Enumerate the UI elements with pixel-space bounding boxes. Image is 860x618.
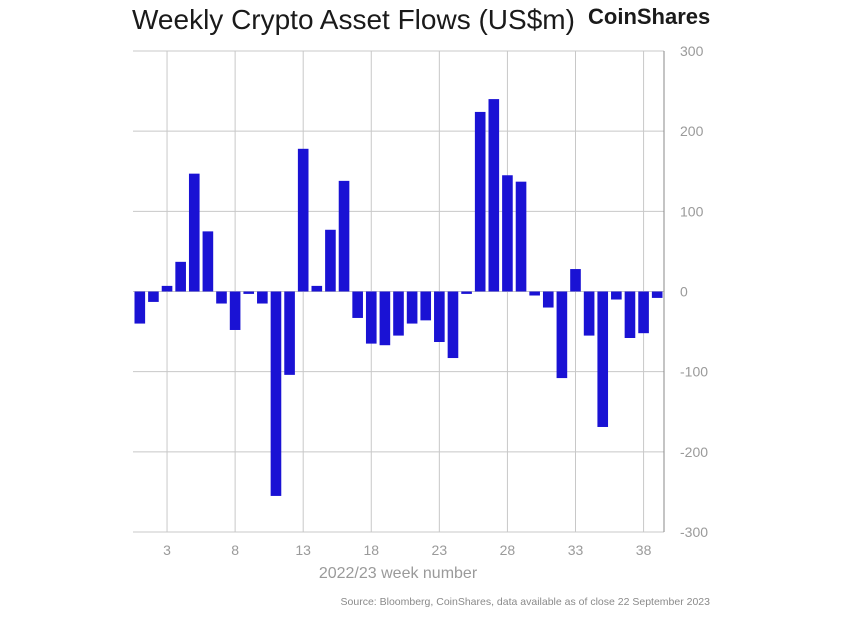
- bar: [542, 291, 554, 308]
- y-tick-label: 300: [680, 43, 704, 59]
- x-tick-label: 3: [163, 542, 171, 558]
- bar: [624, 291, 636, 338]
- bar: [556, 291, 568, 379]
- y-tick-label: 100: [680, 203, 704, 219]
- bar: [148, 291, 159, 302]
- chart-title: Weekly Crypto Asset Flows (US$m): [132, 4, 575, 35]
- bar: [651, 291, 663, 298]
- y-tick-label: 0: [680, 284, 688, 300]
- bar: [175, 261, 186, 292]
- bar: [352, 291, 363, 318]
- bar: [638, 291, 649, 334]
- x-tick-label: 13: [295, 542, 311, 558]
- bar: [529, 291, 540, 296]
- x-tick-label: 33: [568, 542, 584, 558]
- x-tick-label: 38: [636, 542, 652, 558]
- y-tick-label: 200: [680, 123, 704, 139]
- bar: [202, 231, 214, 292]
- bar: [134, 291, 146, 324]
- x-tick-label: 23: [432, 542, 448, 558]
- bar: [611, 291, 622, 300]
- y-tick-label: -300: [680, 524, 708, 540]
- bar: [461, 291, 472, 294]
- bar: [325, 229, 336, 292]
- bar: [570, 269, 581, 292]
- bar: [216, 291, 227, 304]
- bar: [379, 291, 391, 346]
- bar: [515, 181, 527, 292]
- bar: [365, 291, 377, 344]
- x-tick-label: 28: [500, 542, 516, 558]
- bar: [243, 291, 255, 294]
- y-tick-label: -200: [680, 444, 708, 460]
- bar: [188, 173, 200, 292]
- source-note: Source: Bloomberg, CoinShares, data avai…: [340, 596, 710, 608]
- bar: [434, 291, 445, 343]
- bar: [257, 291, 268, 304]
- bar: [338, 180, 350, 292]
- bar: [474, 111, 486, 292]
- x-tick-label: 8: [231, 542, 239, 558]
- bar: [447, 291, 459, 359]
- bar: [597, 291, 609, 427]
- bar: [583, 291, 595, 336]
- bar: [161, 285, 173, 292]
- bar: [297, 148, 309, 292]
- bar: [270, 291, 282, 496]
- bar: [393, 291, 404, 336]
- bar: [311, 285, 323, 292]
- bar: [284, 291, 295, 375]
- y-tick-label: -100: [680, 364, 708, 380]
- x-axis-title: 2022/23 week number: [319, 565, 478, 582]
- bar: [502, 175, 513, 292]
- bar: [406, 291, 418, 324]
- brand-logo: CoinShares: [588, 4, 711, 29]
- bar: [420, 291, 432, 321]
- bar: [229, 291, 241, 330]
- bar: [488, 99, 500, 292]
- x-tick-label: 18: [363, 542, 379, 558]
